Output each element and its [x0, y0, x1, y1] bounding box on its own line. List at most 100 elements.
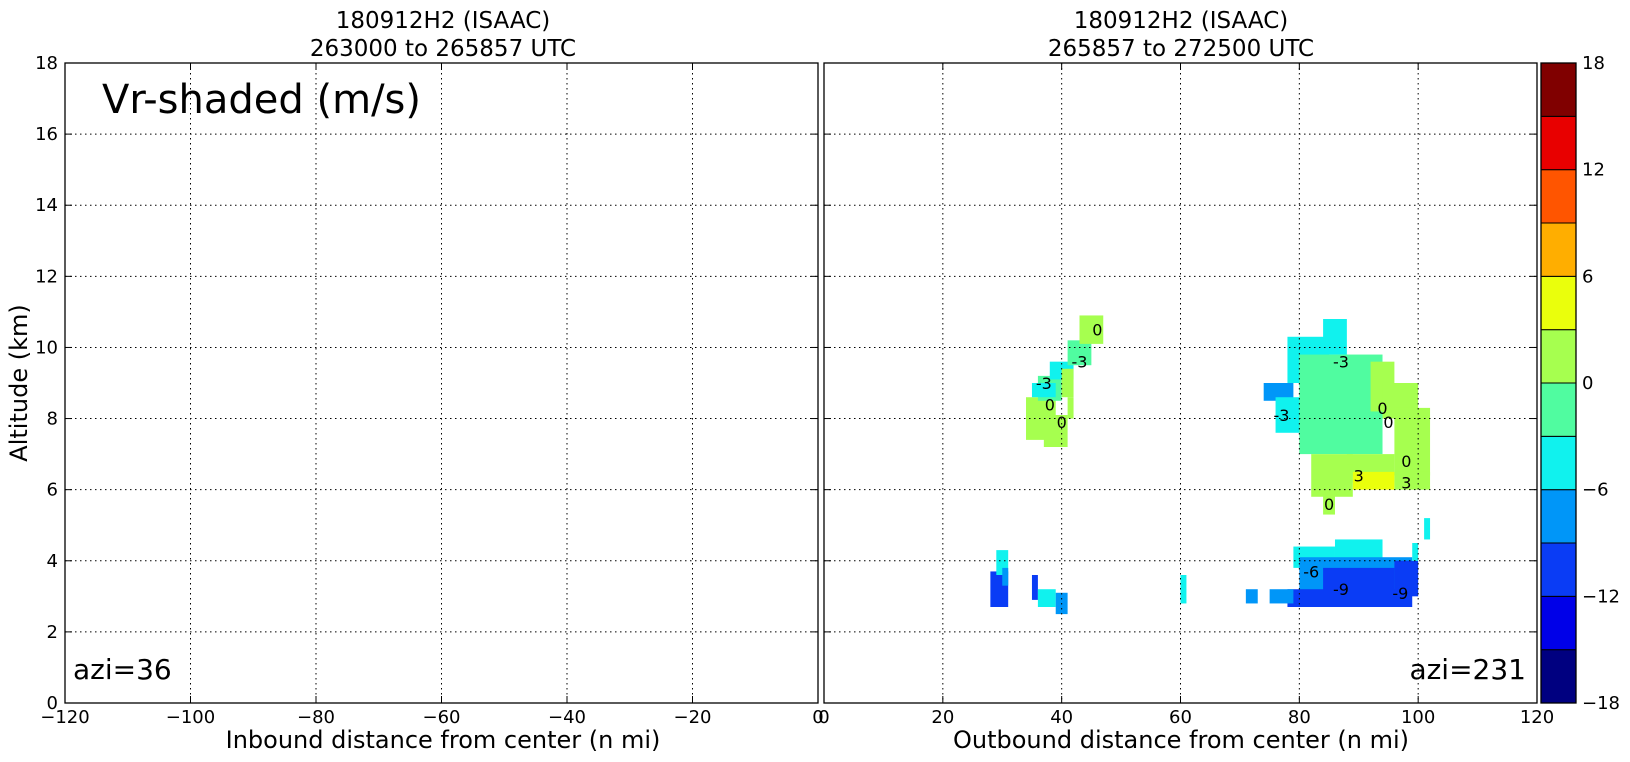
left-y-ticks: 0 2 4 6 8 10 12 14 16 18 [35, 53, 58, 714]
contour-label: 0 [1045, 395, 1055, 414]
velocity-cell-27 [1323, 567, 1395, 597]
left-x-ticks: −120 −100 −80 −60 −40 −20 0 [40, 63, 824, 728]
contour-label: 0 [1057, 413, 1067, 432]
colorbar-bin [1540, 169, 1577, 224]
y-tick-label: 12 [35, 266, 58, 287]
colorbar-bin [1540, 62, 1577, 117]
left-x-axis-label: Inbound distance from center (n mi) [226, 726, 661, 754]
velocity-cell-22 [1346, 464, 1353, 483]
colorbar-bin [1540, 382, 1577, 437]
right-x-tick-label: 40 [1050, 707, 1073, 728]
velocity-cell-16 [1394, 407, 1431, 476]
colorbar: 18 12 6 0 −6 −12 −18 [1540, 53, 1620, 714]
left-grid [65, 62, 818, 704]
contour-label: -3 [1274, 406, 1290, 425]
contour-label: 0 [1401, 452, 1411, 471]
left-x-tick-label: −20 [674, 707, 712, 728]
colorbar-ticks: 18 12 6 0 −6 −12 −18 [1582, 53, 1620, 714]
velocity-cell-30 [1424, 518, 1431, 540]
left-x-tick-label: −60 [423, 707, 461, 728]
contour-label: 0 [1383, 413, 1393, 432]
colorbar-tick-label: −6 [1582, 480, 1609, 501]
left-x-tick-label: −120 [40, 707, 89, 728]
right-title-line1: 180912H2 (ISAAC) [1074, 8, 1289, 34]
contour-label: -3 [1333, 353, 1349, 372]
y-tick-label: 6 [47, 480, 58, 501]
velocity-cell-20 [1394, 471, 1431, 490]
y-tick-label: 10 [35, 337, 58, 358]
contour-label: -6 [1303, 562, 1319, 581]
velocity-cell-36 [1031, 575, 1038, 600]
right-azimuth-label: azi=231 [1409, 653, 1526, 686]
y-tick-label: 2 [47, 622, 58, 643]
velocity-cell-10 [1323, 319, 1347, 355]
contour-label: -3 [1072, 353, 1088, 372]
velocity-cell-7 [1061, 368, 1074, 398]
velocity-cell-21 [1352, 471, 1395, 490]
velocity-cell-17 [1346, 454, 1395, 476]
contour-label: 3 [1354, 466, 1364, 485]
velocity-cell-29 [1412, 543, 1419, 561]
colorbar-tick-label: −18 [1582, 693, 1620, 714]
colorbar-tick-label: −12 [1582, 586, 1620, 607]
left-x-tick-label: −100 [166, 707, 215, 728]
y-tick-label: 16 [35, 124, 58, 145]
colorbar-bins [1540, 62, 1577, 704]
velocity-cell-39 [1180, 575, 1187, 604]
right-panel: 180912H2 (ISAAC) 265857 to 272500 UTC 0 -… [818, 8, 1554, 754]
colorbar-tick-label: 12 [1582, 160, 1605, 181]
colorbar-tick-label: 0 [1582, 373, 1593, 394]
right-x-ticks: 0 20 40 60 80 100 120 [818, 63, 1554, 728]
velocity-cell-24 [1334, 539, 1383, 561]
colorbar-bin [1540, 595, 1577, 651]
colorbar-tick-label: 18 [1582, 53, 1605, 74]
right-x-tick-label: 100 [1401, 707, 1435, 728]
colorbar-bin [1540, 435, 1577, 491]
contour-label: 3 [1401, 474, 1411, 493]
velocity-cell-6 [1079, 315, 1104, 344]
velocity-cell-8 [1067, 397, 1074, 419]
velocity-cell-32 [1245, 589, 1258, 604]
right-x-axis-label: Outbound distance from center (n mi) [953, 726, 1409, 754]
right-x-tick-label: 0 [818, 707, 829, 728]
colorbar-bin [1540, 489, 1577, 544]
y-tick-label: 4 [47, 551, 58, 572]
contour-label: -3 [1036, 374, 1052, 393]
colorbar-frame [1540, 62, 1577, 704]
velocity-shading [990, 315, 1431, 615]
y-tick-label: 18 [35, 53, 58, 74]
colorbar-bin [1540, 649, 1577, 704]
velocity-cell-31 [1269, 589, 1294, 604]
left-title-line2: 263000 to 265857 UTC [310, 36, 576, 62]
left-title-line1: 180912H2 (ISAAC) [336, 8, 551, 34]
right-x-tick-label: 80 [1288, 707, 1311, 728]
right-x-tick-label: 60 [1169, 707, 1192, 728]
y-axis-label: Altitude (km) [5, 304, 33, 461]
y-tick-label: 14 [35, 195, 58, 216]
velocity-cell-13 [1299, 354, 1383, 455]
right-title-line2: 265857 to 272500 UTC [1048, 36, 1314, 62]
colorbar-bin [1540, 542, 1577, 597]
colorbar-tick-label: 6 [1582, 266, 1593, 287]
colorbar-bin [1540, 115, 1577, 171]
colorbar-bin [1540, 329, 1577, 384]
y-tick-label: 8 [47, 409, 58, 430]
velocity-cell-35 [1002, 567, 1009, 586]
left-x-tick-label: −80 [297, 707, 335, 728]
shading-label: Vr-shaded (m/s) [102, 77, 421, 123]
left-azimuth-label: azi=36 [73, 653, 172, 686]
contour-label: -9 [1392, 584, 1408, 603]
velocity-cell-5 [1067, 340, 1092, 366]
right-x-tick-label: 20 [931, 707, 954, 728]
velocity-cell-34 [996, 550, 1009, 575]
velocity-cell-19 [1323, 493, 1335, 515]
contour-label: 0 [1377, 399, 1387, 418]
colorbar-bin [1540, 275, 1577, 331]
velocity-cell-28 [1394, 560, 1419, 597]
y-tick-label: 0 [47, 693, 58, 714]
velocity-cell-37 [1037, 589, 1056, 607]
contour-label: 0 [1324, 495, 1334, 514]
velocity-cell-11 [1263, 383, 1294, 401]
